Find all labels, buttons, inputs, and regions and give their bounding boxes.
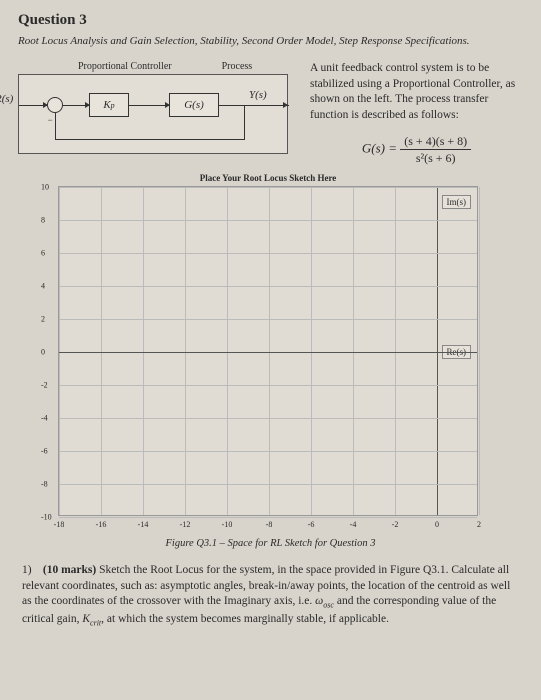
kp-block: Kp — [89, 93, 129, 117]
diagram-column: Proportional Controller Process R(s) − K… — [18, 61, 298, 166]
controller-label: Proportional Controller — [78, 61, 172, 72]
kp-label: K — [103, 99, 110, 111]
transfer-function: G(s) = (s + 4)(s + 8) s²(s + 6) — [310, 133, 523, 166]
process-label: Process — [222, 61, 253, 72]
x-tick: -18 — [54, 520, 65, 529]
block-diagram: R(s) − Kp G(s) Y(s) — [18, 74, 288, 154]
x-tick: -6 — [308, 520, 315, 529]
eq-fraction: (s + 4)(s + 8) s²(s + 6) — [400, 133, 471, 166]
input-label: R(s) — [0, 93, 13, 105]
y-tick: -10 — [41, 513, 52, 522]
y-tick: -2 — [41, 381, 48, 390]
kcrit-sym: K — [82, 613, 90, 625]
g-block: G(s) — [169, 93, 219, 117]
arrowhead-icon — [283, 102, 288, 108]
eq-numerator: (s + 4)(s + 8) — [400, 133, 471, 150]
line — [129, 105, 169, 106]
im-axis-label: Im(s) — [442, 195, 472, 209]
line — [55, 113, 56, 140]
part-marks: (10 marks) — [43, 564, 96, 576]
x-tick: 0 — [435, 520, 439, 529]
y-tick: 6 — [41, 249, 45, 258]
y-tick: 0 — [41, 348, 45, 357]
question-subtitle: Root Locus Analysis and Gain Selection, … — [18, 35, 523, 47]
minus-sign: − — [47, 115, 53, 125]
question-number: Question 3 — [18, 12, 523, 29]
line — [55, 139, 245, 140]
x-tick: -8 — [266, 520, 273, 529]
g-label: G(s) — [184, 99, 204, 111]
part-1: 1) (10 marks) Sketch the Root Locus for … — [18, 563, 523, 628]
kcrit-sub: crit — [90, 618, 101, 627]
part-number: 1) — [22, 563, 40, 579]
part-text-3: , at which the system becomes marginally… — [101, 613, 389, 625]
x-tick: -16 — [96, 520, 107, 529]
description-text: A unit feedback control system is to be … — [310, 61, 523, 123]
x-tick: -2 — [392, 520, 399, 529]
diagram-labels: Proportional Controller Process — [78, 61, 298, 72]
line — [219, 105, 289, 106]
chart-title: Place Your Root Locus Sketch Here — [59, 173, 477, 183]
kp-sub: p — [111, 101, 115, 110]
root-locus-chart: Place Your Root Locus Sketch Here Im(s) … — [58, 186, 478, 516]
y-tick: -4 — [41, 414, 48, 423]
line — [244, 105, 245, 139]
omega-sub: osc — [323, 601, 334, 610]
x-tick: 2 — [477, 520, 481, 529]
x-tick: -14 — [138, 520, 149, 529]
eq-denominator: s²(s + 6) — [400, 150, 471, 166]
x-tick: -10 — [222, 520, 233, 529]
output-label: Y(s) — [249, 89, 267, 101]
y-tick: -6 — [41, 447, 48, 456]
y-tick: 2 — [41, 315, 45, 324]
eq-lhs: G(s) = — [362, 141, 397, 156]
figure-caption: Figure Q3.1 – Space for RL Sketch for Qu… — [18, 538, 523, 549]
x-tick: -12 — [180, 520, 191, 529]
y-tick: 10 — [41, 183, 49, 192]
summing-junction — [47, 97, 63, 113]
y-tick: -8 — [41, 480, 48, 489]
description-column: A unit feedback control system is to be … — [310, 61, 523, 166]
x-tick: -4 — [350, 520, 357, 529]
top-row: Proportional Controller Process R(s) − K… — [18, 61, 523, 166]
y-tick: 8 — [41, 216, 45, 225]
y-tick: 4 — [41, 282, 45, 291]
